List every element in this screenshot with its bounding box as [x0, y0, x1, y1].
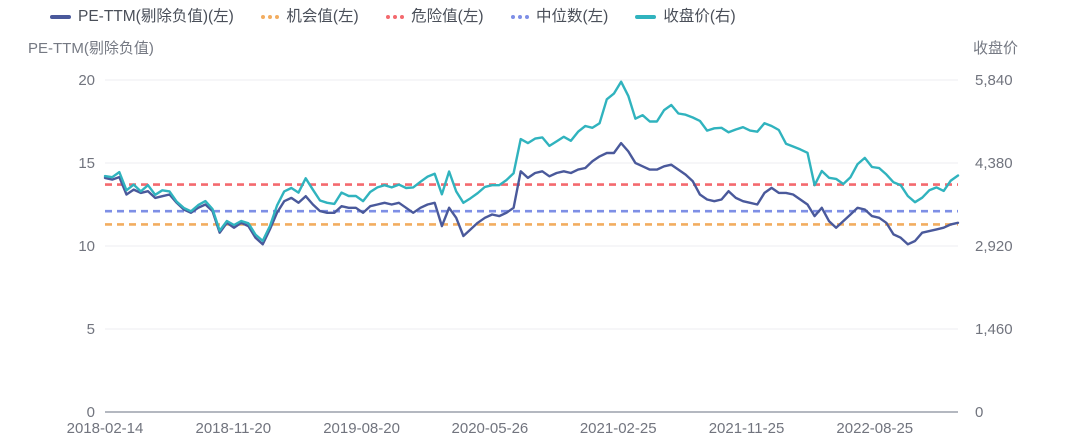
- right-axis-tick-label: 2,920: [975, 238, 1013, 255]
- legend-item-label: PE-TTM(剔除负值)(左): [78, 8, 234, 25]
- right-axis-tick-label: 0: [975, 404, 983, 421]
- x-axis-tick-label: 2021-11-25: [709, 420, 785, 437]
- right-axis-tick-label: 1,460: [975, 321, 1013, 338]
- left-axis-tick-label: 0: [87, 404, 95, 421]
- series-line: [103, 141, 960, 246]
- legend-item-3[interactable]: 中位数(左): [510, 8, 609, 26]
- legend-item-1[interactable]: 机会值(左): [260, 8, 359, 26]
- left-axis-tick-label: 10: [78, 238, 95, 255]
- dotted-line-marker-icon: [260, 15, 280, 19]
- x-axis-tick-label: 2018-02-14: [67, 420, 144, 437]
- legend-item-0[interactable]: PE-TTM(剔除负值)(左): [50, 8, 234, 26]
- legend-item-label: 机会值(左): [286, 8, 359, 25]
- legend-item-2[interactable]: 危险值(左): [385, 8, 484, 26]
- line-marker-icon: [50, 15, 71, 19]
- x-axis-tick-label: 2019-08-20: [323, 420, 400, 437]
- chart-legend: PE-TTM(剔除负值)(左) 机会值(左) 危险值(左) 中位数(左) 收盘价(右): [50, 8, 736, 26]
- left-axis-tick-label: 20: [78, 72, 95, 89]
- x-axis-tick-label: 2021-02-25: [580, 420, 657, 437]
- right-axis-title: 收盘价: [973, 40, 1019, 57]
- legend-item-label: 收盘价(右): [663, 8, 736, 25]
- right-axis-tick-label: 4,380: [975, 155, 1013, 172]
- legend-item-label: 中位数(左): [536, 8, 609, 25]
- right-axis-tick-label: 5,840: [975, 72, 1013, 89]
- x-axis-tick-label: 2018-11-20: [195, 420, 271, 437]
- dotted-line-marker-icon: [385, 15, 405, 19]
- legend-item-label: 危险值(左): [411, 8, 484, 25]
- series-line: [103, 80, 960, 243]
- x-axis-tick-label: 2022-08-25: [836, 420, 913, 437]
- dotted-line-marker-icon: [510, 15, 529, 19]
- left-axis-tick-label: 15: [78, 155, 95, 172]
- legend-item-4[interactable]: 收盘价(右): [635, 8, 736, 26]
- left-axis-title: PE-TTM(剔除负值): [28, 40, 154, 57]
- line-marker-icon: [635, 15, 657, 19]
- x-axis-tick-label: 2020-05-26: [452, 420, 529, 437]
- left-axis-tick-label: 5: [87, 321, 95, 338]
